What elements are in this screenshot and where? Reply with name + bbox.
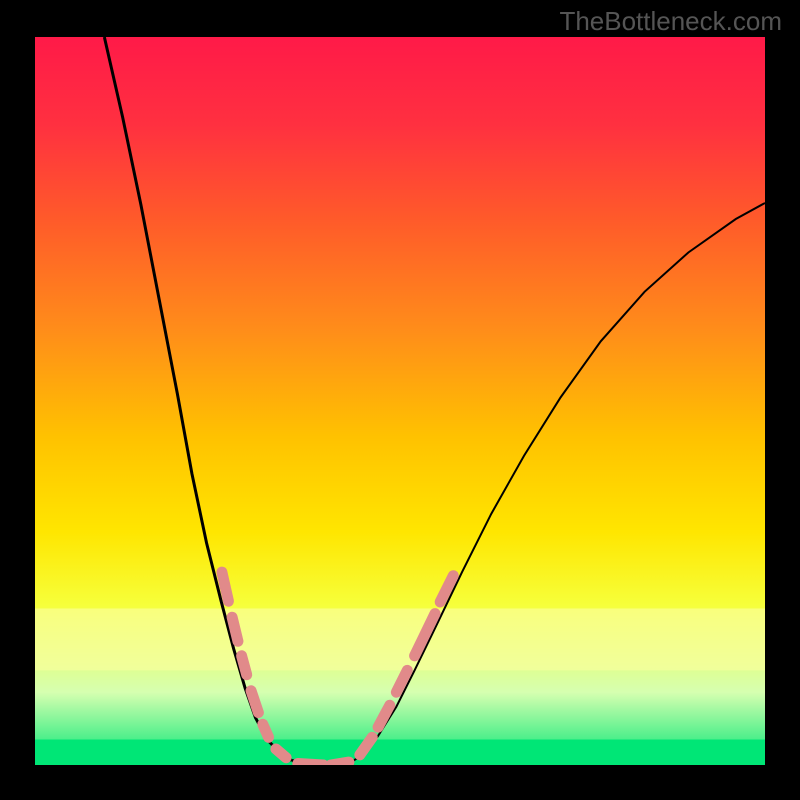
dash-segment xyxy=(251,691,258,713)
watermark: TheBottleneck.com xyxy=(559,6,782,37)
pale-band xyxy=(35,608,765,670)
chart-svg xyxy=(35,37,765,765)
plot-area xyxy=(35,37,765,765)
dash-segment xyxy=(232,617,238,641)
dash-segment xyxy=(263,724,269,737)
dash-segment xyxy=(331,762,349,765)
dash-segment xyxy=(298,764,324,765)
dash-segment xyxy=(222,572,229,601)
dash-segment xyxy=(276,749,286,758)
chart-container xyxy=(0,0,800,800)
green-band xyxy=(35,740,765,765)
dash-segment xyxy=(242,656,247,675)
